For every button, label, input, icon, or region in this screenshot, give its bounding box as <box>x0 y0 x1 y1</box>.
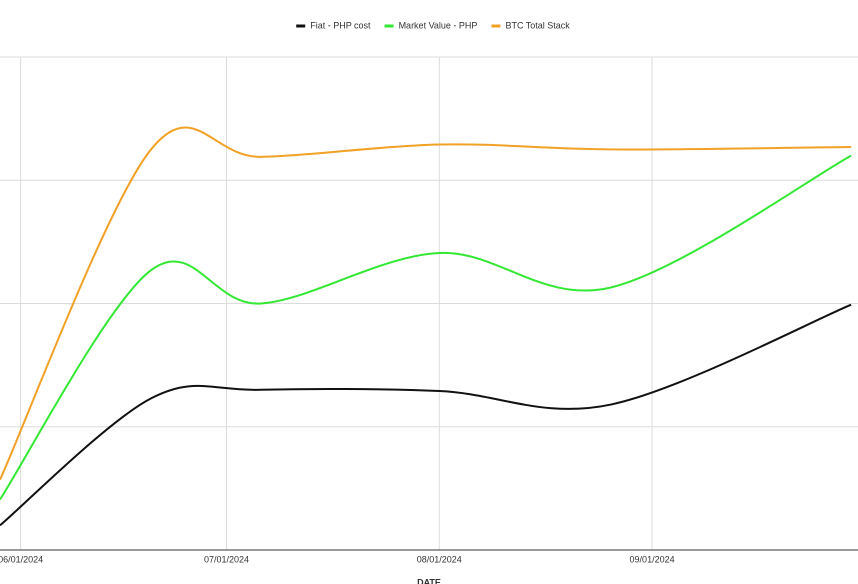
series-line <box>0 126 852 481</box>
legend: Fiat - PHP cost Market Value - PHP BTC Tot… <box>296 20 570 30</box>
legend-label: Market Value - PHP <box>399 20 478 30</box>
x-tick-label: 08/01/2024 <box>417 554 462 564</box>
x-axis-title: DATE <box>417 577 441 584</box>
x-tick-label: 07/01/2024 <box>204 554 249 564</box>
legend-item: Market Value - PHP <box>384 20 478 30</box>
legend-label: BTC Total Stack <box>505 20 570 30</box>
x-tick-label: 09/01/2024 <box>630 554 675 564</box>
x-tick-label: 06/01/2024 <box>0 554 43 564</box>
series-line <box>0 303 852 527</box>
legend-item: BTC Total Stack <box>491 20 570 30</box>
legend-item: Fiat - PHP cost <box>296 20 371 30</box>
legend-label: Fiat - PHP cost <box>310 20 371 30</box>
series-line <box>0 154 852 501</box>
